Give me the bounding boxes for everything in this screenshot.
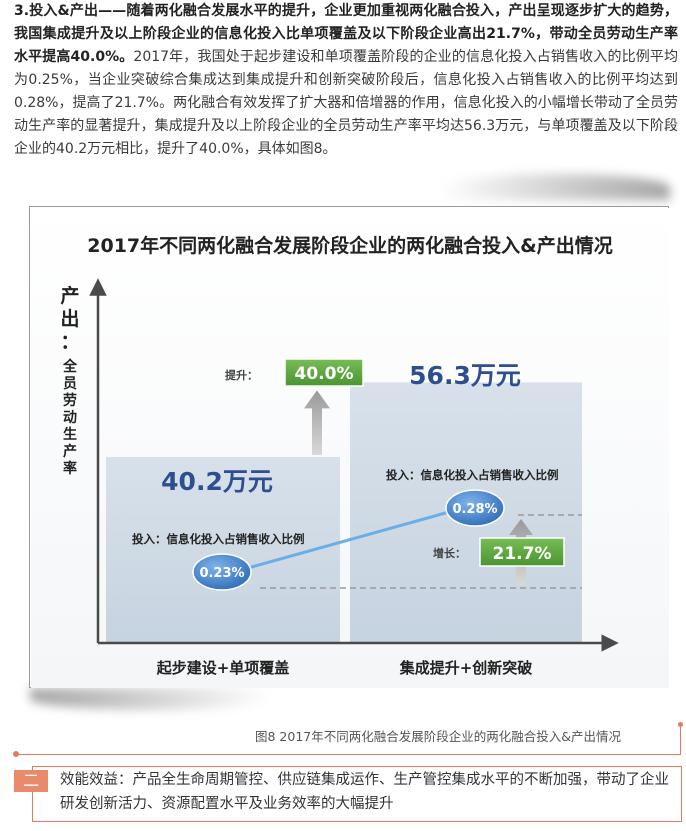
caption-dot-left <box>13 751 19 757</box>
y-axis-label-char: 生 <box>63 426 77 443</box>
article-bold-lead: 3.投入&产出——随着两化融合发展水平的提升，企业更加重视两化融合投入，产出呈现… <box>14 3 678 65</box>
chart-title: 2017年不同两化融合发展阶段企业的两化融合投入&产出情况 <box>87 234 612 257</box>
article-paragraph: 3.投入&产出——随着两化融合发展水平的提升，企业更加重视两化融合投入，产出呈现… <box>14 0 678 161</box>
y-axis-label-char: 出 <box>60 307 79 330</box>
caption-vertical-line <box>680 726 681 754</box>
investment-value-1: 0.23% <box>199 566 244 581</box>
chart-frame: 2017年不同两化融合发展阶段企业的两化融合投入&产出情况 产出：全员劳动生产率… <box>29 206 669 688</box>
category-label-2: 集成提升+创新突破 <box>399 659 533 677</box>
y-axis-label-char: 率 <box>63 460 77 477</box>
output-increase-badge <box>284 358 364 387</box>
frame-shadow-top <box>440 174 670 200</box>
input-growth-label: 增长： <box>433 546 466 560</box>
value-label-1: 40.2万元 <box>161 467 273 496</box>
y-axis-label-char: 动 <box>63 409 77 426</box>
investment-bubble-1 <box>192 553 252 591</box>
caption-dot-right <box>678 722 683 727</box>
frame-shadow-bottom <box>30 688 270 710</box>
investment-trend-line <box>247 510 450 570</box>
caption-divider <box>16 754 681 755</box>
investment-bubble-2 <box>445 489 505 527</box>
output-increase-value: 40.0% <box>295 364 354 384</box>
chart-svg: 2017年不同两化融合发展阶段企业的两化融合投入&产出情况 产出：全员劳动生产率… <box>31 208 669 688</box>
investment-label-2: 投入：信息化投入占销售收入比例 <box>386 468 559 482</box>
input-growth-value: 21.7% <box>493 544 552 564</box>
increase-arrow <box>304 390 330 455</box>
investment-value-2: 0.28% <box>452 502 497 517</box>
input-growth-badge <box>479 537 565 567</box>
y-axis-label-char: 产 <box>60 284 79 307</box>
y-axis-label-char: 劳 <box>63 392 77 409</box>
section-box <box>32 766 682 822</box>
figure-caption: 图8 2017年不同两化融合发展阶段企业的两化融合投入&产出情况 <box>255 729 621 744</box>
y-axis-label-char: 员 <box>63 376 77 392</box>
y-axis-label-char: 产 <box>63 443 77 460</box>
value-label-2: 56.3万元 <box>409 361 521 390</box>
y-axis-label-char: 全 <box>62 358 78 375</box>
section-text: 效能效益：产品全生命周期管控、供应链集成运作、生产管控集成水平的不断加强，带动了… <box>60 772 669 812</box>
section-number-badge: 二 <box>14 770 48 792</box>
y-axis-label-char: ： <box>60 331 79 353</box>
bar-1 <box>106 456 340 643</box>
output-increase-label: 提升： <box>225 368 258 382</box>
category-label-1: 起步建设+单项覆盖 <box>156 659 290 677</box>
article-body: 2017年，我国处于起步建设和单项覆盖阶段的企业的信息化投入占销售收入的比例平均… <box>14 49 678 157</box>
investment-label-1: 投入：信息化投入占销售收入比例 <box>132 532 305 546</box>
